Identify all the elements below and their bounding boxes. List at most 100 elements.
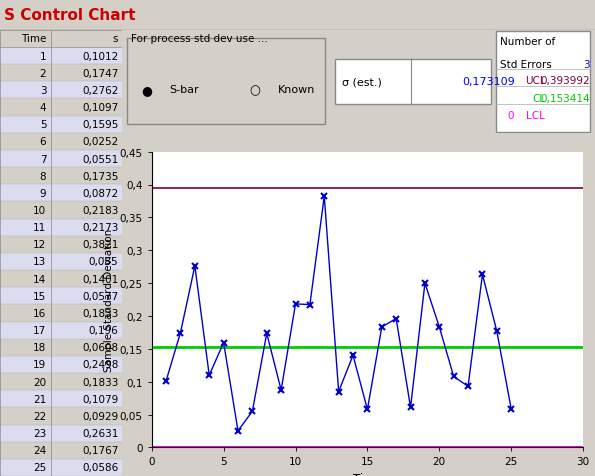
Bar bbox=[0, 185, 122, 202]
Text: 0,0252: 0,0252 bbox=[82, 137, 118, 147]
FancyBboxPatch shape bbox=[335, 60, 491, 105]
Text: 0,0586: 0,0586 bbox=[82, 463, 118, 472]
Bar bbox=[0, 305, 122, 322]
Text: 20: 20 bbox=[33, 377, 46, 387]
Bar bbox=[0, 150, 122, 168]
Text: Number of: Number of bbox=[500, 37, 556, 47]
Bar bbox=[0, 459, 122, 476]
Text: s: s bbox=[113, 34, 118, 44]
Bar bbox=[0, 99, 122, 116]
Bar bbox=[0, 133, 122, 150]
Text: 0,1735: 0,1735 bbox=[82, 171, 118, 181]
Text: 0,196: 0,196 bbox=[89, 326, 118, 336]
Bar bbox=[0, 202, 122, 219]
Text: 16: 16 bbox=[33, 308, 46, 318]
Text: 0,2631: 0,2631 bbox=[82, 428, 118, 438]
X-axis label: Time: Time bbox=[353, 472, 382, 476]
Text: 13: 13 bbox=[33, 257, 46, 267]
Text: 0,2173: 0,2173 bbox=[82, 223, 118, 233]
Text: 4: 4 bbox=[40, 103, 46, 113]
Text: ○: ○ bbox=[250, 84, 261, 97]
Text: 23: 23 bbox=[33, 428, 46, 438]
Text: 9: 9 bbox=[40, 188, 46, 198]
Text: 5: 5 bbox=[40, 120, 46, 130]
Text: 1: 1 bbox=[40, 51, 46, 61]
Text: 3: 3 bbox=[584, 60, 590, 69]
Text: 3: 3 bbox=[40, 86, 46, 96]
Y-axis label: Sample Standard Deviation: Sample Standard Deviation bbox=[104, 228, 114, 371]
Text: LCL: LCL bbox=[527, 111, 546, 121]
Text: 17: 17 bbox=[33, 326, 46, 336]
Text: 0,1747: 0,1747 bbox=[82, 69, 118, 79]
Text: CL: CL bbox=[532, 93, 546, 103]
Bar bbox=[0, 253, 122, 270]
Text: 24: 24 bbox=[33, 446, 46, 456]
Bar bbox=[0, 288, 122, 305]
Text: 0,0608: 0,0608 bbox=[82, 343, 118, 353]
Bar bbox=[0, 65, 122, 82]
Text: 0: 0 bbox=[508, 111, 514, 121]
Bar bbox=[0, 442, 122, 459]
Bar bbox=[0, 339, 122, 356]
Text: 0,173109: 0,173109 bbox=[462, 77, 515, 87]
Text: Time: Time bbox=[21, 34, 46, 44]
Text: ●: ● bbox=[141, 84, 152, 97]
Text: 0,0551: 0,0551 bbox=[82, 154, 118, 164]
Text: Known: Known bbox=[278, 85, 315, 95]
Text: 18: 18 bbox=[33, 343, 46, 353]
Text: 0,393992: 0,393992 bbox=[541, 76, 590, 86]
Text: 0,0577: 0,0577 bbox=[82, 291, 118, 301]
Text: 0,1401: 0,1401 bbox=[82, 274, 118, 284]
Text: 14: 14 bbox=[33, 274, 46, 284]
Text: 0,1012: 0,1012 bbox=[82, 51, 118, 61]
FancyBboxPatch shape bbox=[496, 32, 590, 132]
Text: 12: 12 bbox=[33, 240, 46, 250]
Text: 0,2183: 0,2183 bbox=[82, 206, 118, 216]
Text: 22: 22 bbox=[33, 411, 46, 421]
Text: 0,1767: 0,1767 bbox=[82, 446, 118, 456]
Text: 2: 2 bbox=[40, 69, 46, 79]
FancyBboxPatch shape bbox=[127, 39, 325, 125]
Bar bbox=[0, 322, 122, 339]
Text: Std Errors: Std Errors bbox=[500, 60, 552, 69]
Text: 0,153414: 0,153414 bbox=[541, 93, 590, 103]
Text: 25: 25 bbox=[33, 463, 46, 472]
Text: 7: 7 bbox=[40, 154, 46, 164]
Bar bbox=[0, 31, 122, 48]
Text: 8: 8 bbox=[40, 171, 46, 181]
Text: 0,085: 0,085 bbox=[89, 257, 118, 267]
Text: 0,0872: 0,0872 bbox=[82, 188, 118, 198]
Text: 0,2498: 0,2498 bbox=[82, 360, 118, 370]
Text: σ (est.): σ (est.) bbox=[342, 77, 382, 87]
Text: S-bar: S-bar bbox=[170, 85, 199, 95]
Bar bbox=[0, 407, 122, 425]
Bar bbox=[0, 390, 122, 407]
Text: S Control Chart: S Control Chart bbox=[4, 8, 135, 23]
Text: 6: 6 bbox=[40, 137, 46, 147]
Text: 11: 11 bbox=[33, 223, 46, 233]
Text: 15: 15 bbox=[33, 291, 46, 301]
Bar bbox=[0, 270, 122, 288]
Bar bbox=[0, 48, 122, 65]
Text: 0,1079: 0,1079 bbox=[82, 394, 118, 404]
Text: 19: 19 bbox=[33, 360, 46, 370]
Text: 0,1595: 0,1595 bbox=[82, 120, 118, 130]
Text: For process std dev use ...: For process std dev use ... bbox=[131, 34, 268, 44]
Text: 0,1833: 0,1833 bbox=[82, 377, 118, 387]
Bar bbox=[0, 356, 122, 373]
Text: 0,0929: 0,0929 bbox=[82, 411, 118, 421]
Text: 0,3821: 0,3821 bbox=[82, 240, 118, 250]
Bar bbox=[0, 219, 122, 236]
Text: 0,2762: 0,2762 bbox=[82, 86, 118, 96]
Bar bbox=[0, 168, 122, 185]
Bar bbox=[0, 82, 122, 99]
Text: 0,1097: 0,1097 bbox=[82, 103, 118, 113]
Text: 10: 10 bbox=[33, 206, 46, 216]
Text: 21: 21 bbox=[33, 394, 46, 404]
Bar bbox=[0, 116, 122, 133]
Bar bbox=[0, 425, 122, 442]
Text: UCL: UCL bbox=[525, 76, 546, 86]
Bar bbox=[0, 236, 122, 253]
Bar bbox=[0, 373, 122, 390]
Text: 0,1833: 0,1833 bbox=[82, 308, 118, 318]
